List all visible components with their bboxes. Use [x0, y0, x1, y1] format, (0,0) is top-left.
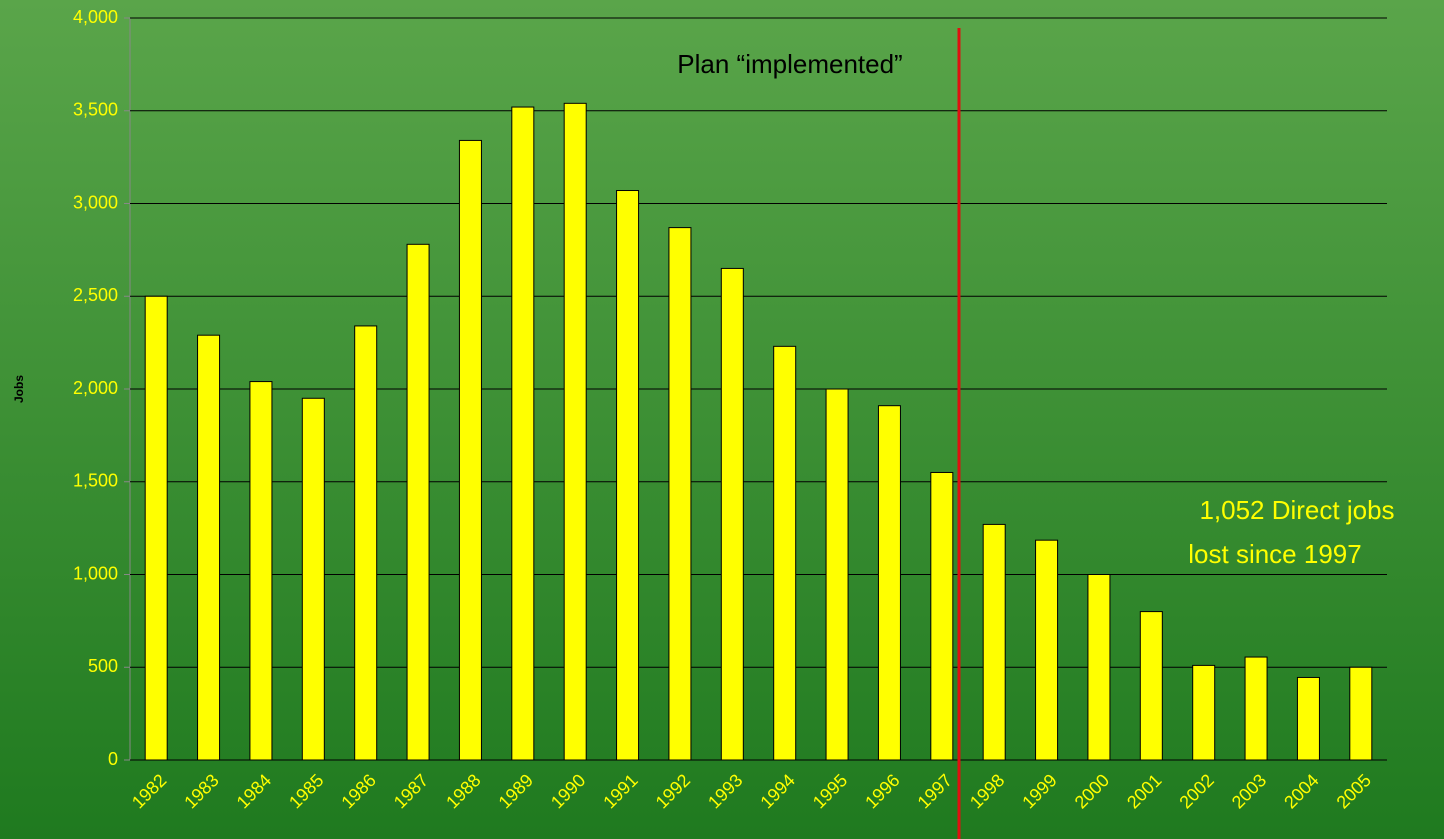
annotation: 1,052 Direct jobs [1199, 495, 1394, 525]
bar [1349, 666, 1373, 761]
bar [773, 345, 797, 761]
y-tick-label: 3,000 [73, 192, 118, 212]
bar [1296, 676, 1320, 761]
bar [1244, 656, 1268, 761]
bar [616, 190, 640, 761]
bar [563, 102, 587, 761]
bar [458, 139, 482, 761]
y-tick-label: 1,000 [73, 563, 118, 583]
bar [982, 523, 1006, 761]
bar [1139, 611, 1163, 761]
bar [825, 388, 849, 761]
y-tick-label: 500 [88, 656, 118, 676]
y-tick-label: 2,500 [73, 285, 118, 305]
y-tick-label: 0 [108, 749, 118, 769]
y-axis-label: Jobs [12, 375, 26, 403]
bar [668, 227, 692, 761]
bar [197, 334, 221, 761]
bar [930, 471, 954, 761]
bar [511, 106, 535, 761]
annotation: Plan “implemented” [677, 49, 902, 79]
bar [877, 405, 901, 761]
bar [249, 381, 273, 761]
bar [720, 267, 744, 761]
annotation: lost since 1997 [1188, 539, 1361, 569]
y-tick-label: 1,500 [73, 471, 118, 491]
bar [406, 243, 430, 761]
bar [301, 397, 325, 761]
bar [1035, 539, 1059, 761]
bar [144, 295, 168, 761]
bar [1087, 574, 1111, 761]
y-tick-label: 4,000 [73, 7, 118, 27]
y-tick-label: 2,000 [73, 378, 118, 398]
y-tick-label: 3,500 [73, 100, 118, 120]
bar [354, 325, 378, 761]
bar [1192, 664, 1216, 761]
